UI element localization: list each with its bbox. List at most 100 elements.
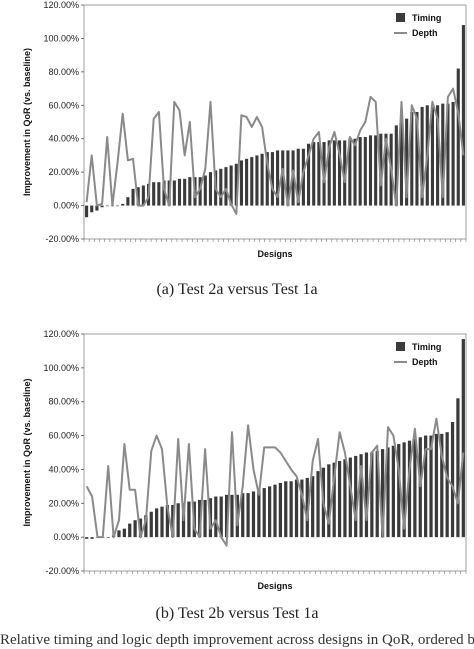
timing-bar bbox=[245, 158, 249, 206]
timing-bar bbox=[291, 150, 295, 206]
y-axis-title: Improvement in QoR (vs. baseline) bbox=[22, 378, 32, 526]
timing-bar bbox=[208, 172, 213, 206]
timing-bar bbox=[219, 496, 223, 538]
timing-bar bbox=[316, 471, 320, 538]
timing-bar bbox=[348, 457, 352, 538]
timing-bar bbox=[85, 537, 89, 539]
timing-bar bbox=[380, 449, 385, 538]
timing-bar bbox=[90, 537, 94, 539]
timing-bar bbox=[198, 499, 202, 538]
timing-bar bbox=[375, 450, 379, 538]
timing-bar bbox=[106, 537, 110, 538]
timing-bar bbox=[456, 68, 460, 206]
timing-bar bbox=[276, 150, 280, 206]
legend-label-depth: Depth bbox=[412, 357, 438, 367]
timing-bar bbox=[374, 135, 378, 206]
timing-bar bbox=[461, 25, 465, 206]
timing-bar bbox=[397, 444, 401, 538]
y-tick-label: 0.00% bbox=[53, 201, 79, 211]
timing-bar bbox=[364, 452, 369, 538]
timing-bar bbox=[230, 494, 234, 538]
y-tick-label: 20.00% bbox=[48, 498, 79, 508]
timing-bar bbox=[177, 178, 182, 206]
timing-bar bbox=[354, 455, 358, 538]
timing-bar bbox=[203, 175, 207, 206]
timing-bar bbox=[128, 523, 132, 538]
timing-bar bbox=[246, 493, 250, 538]
timing-bar bbox=[141, 185, 145, 206]
timing-bar bbox=[234, 163, 238, 206]
timing-bar bbox=[251, 491, 256, 538]
timing-bar bbox=[410, 111, 414, 206]
timing-bar bbox=[144, 515, 148, 538]
y-tick-label: 100.00% bbox=[43, 33, 79, 43]
timing-bar bbox=[343, 459, 347, 538]
timing-bar bbox=[415, 111, 419, 206]
timing-bar bbox=[149, 511, 153, 538]
y-tick-label: 20.00% bbox=[48, 167, 79, 177]
timing-bar bbox=[430, 105, 434, 206]
y-axis-title: Improvement in QoR (vs. baseline) bbox=[22, 48, 32, 196]
timing-bar bbox=[441, 103, 445, 206]
y-tick-label: 40.00% bbox=[48, 134, 79, 144]
timing-bar bbox=[359, 454, 363, 538]
y-tick-label: 120.00% bbox=[43, 329, 79, 339]
timing-bar bbox=[183, 178, 187, 206]
timing-bar bbox=[100, 205, 104, 208]
timing-bar bbox=[268, 486, 272, 538]
chart-test-2b: -20.00% 0.00% 20.00% 40.00% 60.00% 80.00% 100.… bbox=[22, 329, 467, 591]
timing-bar bbox=[262, 488, 266, 538]
depth-line bbox=[85, 87, 465, 215]
y-tick-label: 120.00% bbox=[43, 0, 79, 10]
legend-swatch-timing bbox=[396, 13, 405, 22]
timing-bar bbox=[284, 481, 288, 538]
legend-label-timing: Timing bbox=[412, 342, 441, 352]
y-tick-label: -20.00% bbox=[45, 234, 79, 244]
timing-bar bbox=[85, 205, 89, 218]
y-tick-label: 100.00% bbox=[43, 363, 79, 373]
timing-bar bbox=[434, 433, 439, 538]
timing-bar bbox=[446, 103, 450, 206]
x-axis-title: Designs bbox=[257, 249, 292, 259]
timing-bar bbox=[368, 135, 373, 206]
legend-label-timing: Timing bbox=[412, 13, 441, 23]
timing-bar bbox=[133, 520, 137, 538]
timing-bar bbox=[305, 477, 309, 538]
timing-bar bbox=[152, 182, 156, 206]
timing-bar bbox=[260, 153, 264, 206]
timing-bar bbox=[332, 462, 336, 538]
timing-bar bbox=[311, 476, 315, 538]
timing-bar bbox=[317, 142, 321, 206]
timing-bar bbox=[429, 435, 433, 538]
chart-caption-a: (a) Test 2a versus Test 1a bbox=[156, 281, 318, 298]
timing-bar bbox=[162, 180, 166, 206]
figure-body-text: Relative timing and logic depth improvem… bbox=[0, 632, 474, 648]
chart-test-2a: -20.00% 0.00% 20.00% 40.00% 60.00% 80.00% 100.… bbox=[22, 0, 467, 259]
timing-bar bbox=[90, 205, 94, 213]
timing-bar bbox=[286, 150, 290, 206]
timing-bar bbox=[160, 506, 164, 538]
timing-bar bbox=[391, 445, 395, 538]
timing-bar bbox=[420, 106, 424, 206]
timing-bar bbox=[451, 101, 455, 206]
timing-bar bbox=[117, 530, 121, 538]
timing-bar bbox=[126, 197, 130, 206]
x-axis-title: Designs bbox=[257, 581, 292, 591]
y-tick-label: 40.00% bbox=[48, 464, 79, 474]
y-tick-label: 60.00% bbox=[48, 100, 79, 110]
timing-bar bbox=[294, 479, 299, 538]
timing-bar bbox=[270, 152, 274, 206]
timing-bar bbox=[363, 137, 367, 206]
timing-bar bbox=[456, 398, 460, 538]
y-tick-label: 60.00% bbox=[48, 431, 79, 441]
timing-bar bbox=[250, 157, 254, 206]
timing-bar bbox=[405, 118, 409, 206]
timing-bar bbox=[105, 205, 109, 207]
chart-caption-b: (b) Test 2b versus Test 1a bbox=[155, 605, 319, 622]
timing-bar bbox=[413, 438, 417, 538]
timing-bar bbox=[332, 140, 336, 206]
timing-bar bbox=[348, 138, 352, 206]
timing-bar bbox=[138, 518, 143, 538]
timing-bar bbox=[407, 440, 412, 538]
depth-line bbox=[85, 417, 465, 547]
